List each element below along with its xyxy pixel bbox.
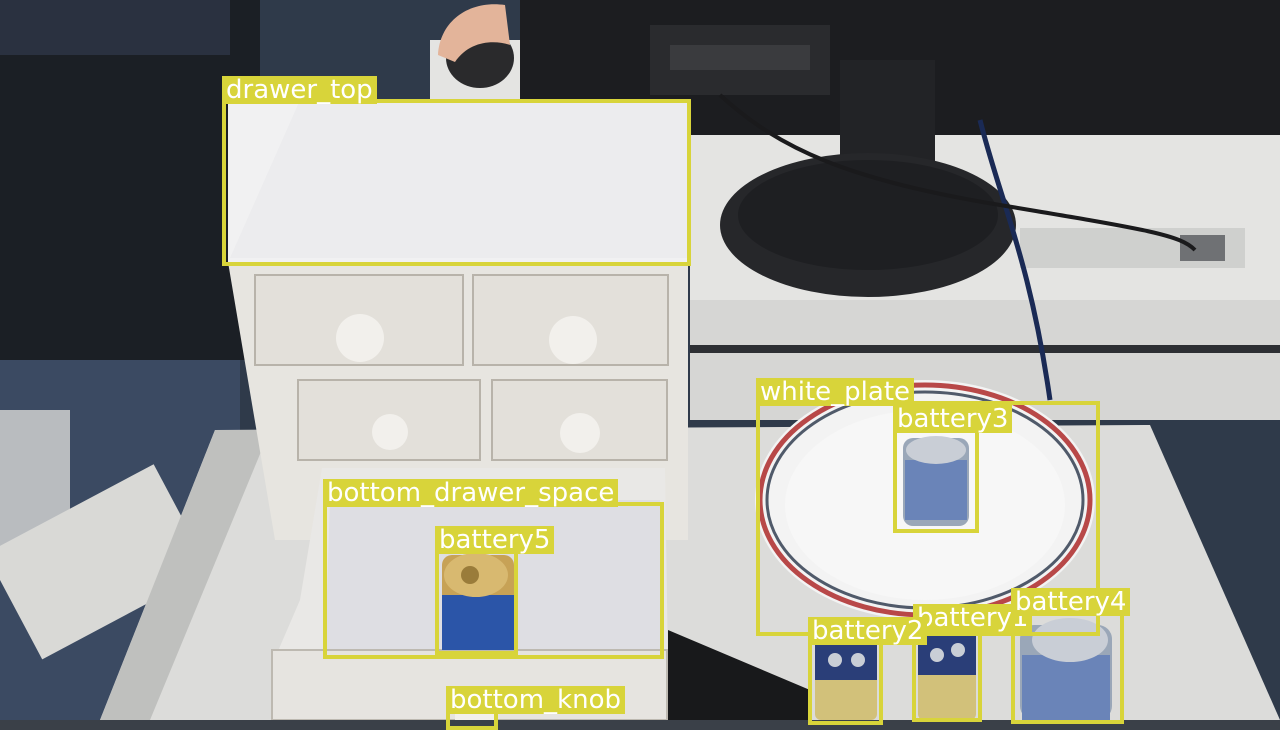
battery3-box: [893, 429, 979, 533]
bottom-drawer-space-label: bottom_drawer_space: [323, 479, 619, 507]
battery4-box: [1011, 612, 1124, 724]
white-plate-box: [756, 401, 1100, 636]
battery5-label: battery5: [435, 526, 555, 554]
drawer-top-box: [222, 99, 691, 266]
bottom-knob-label: bottom_knob: [446, 686, 625, 714]
white-plate-label: white_plate: [756, 378, 915, 406]
drawer-top-label: drawer_top: [222, 76, 377, 104]
battery2-label: battery2: [808, 617, 928, 645]
battery3-label: battery3: [893, 405, 1013, 433]
battery5-box: [435, 549, 518, 655]
battery4-label: battery4: [1011, 588, 1131, 616]
battery2-box: [808, 640, 883, 725]
